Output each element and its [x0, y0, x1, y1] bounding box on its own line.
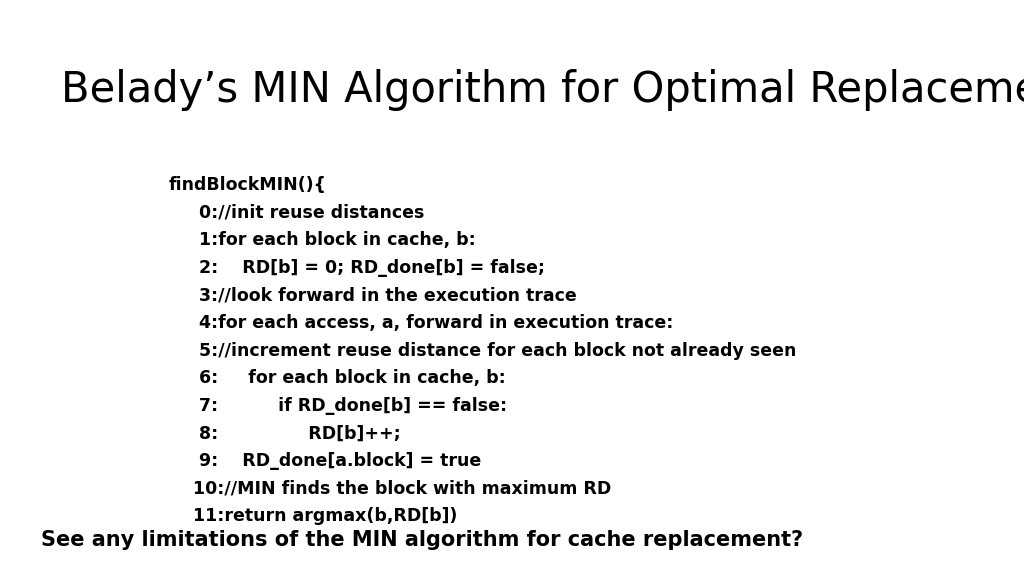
Text: 11:return argmax(b,RD[b]): 11:return argmax(b,RD[b]) — [169, 507, 458, 525]
Text: Belady’s MIN Algorithm for Optimal Replacement: Belady’s MIN Algorithm for Optimal Repla… — [61, 69, 1024, 111]
Text: 7:          if RD_done[b] == false:: 7: if RD_done[b] == false: — [169, 397, 507, 415]
Text: 5://increment reuse distance for each block not already seen: 5://increment reuse distance for each bl… — [169, 342, 797, 359]
Text: 8:               RD[b]++;: 8: RD[b]++; — [169, 425, 400, 442]
Text: 2:    RD[b] = 0; RD_done[b] = false;: 2: RD[b] = 0; RD_done[b] = false; — [169, 259, 545, 276]
Text: See any limitations of the MIN algorithm for cache replacement?: See any limitations of the MIN algorithm… — [41, 530, 803, 550]
Text: 10://MIN finds the block with maximum RD: 10://MIN finds the block with maximum RD — [169, 480, 611, 498]
Text: 9:    RD_done[a.block] = true: 9: RD_done[a.block] = true — [169, 452, 481, 470]
Text: findBlockMIN(){: findBlockMIN(){ — [169, 176, 327, 194]
Text: 4:for each access, a, forward in execution trace:: 4:for each access, a, forward in executi… — [169, 314, 674, 332]
Text: 0://init reuse distances: 0://init reuse distances — [169, 203, 424, 221]
Text: 6:     for each block in cache, b:: 6: for each block in cache, b: — [169, 369, 506, 387]
Text: 1:for each block in cache, b:: 1:for each block in cache, b: — [169, 231, 476, 249]
Text: 3://look forward in the execution trace: 3://look forward in the execution trace — [169, 286, 577, 304]
